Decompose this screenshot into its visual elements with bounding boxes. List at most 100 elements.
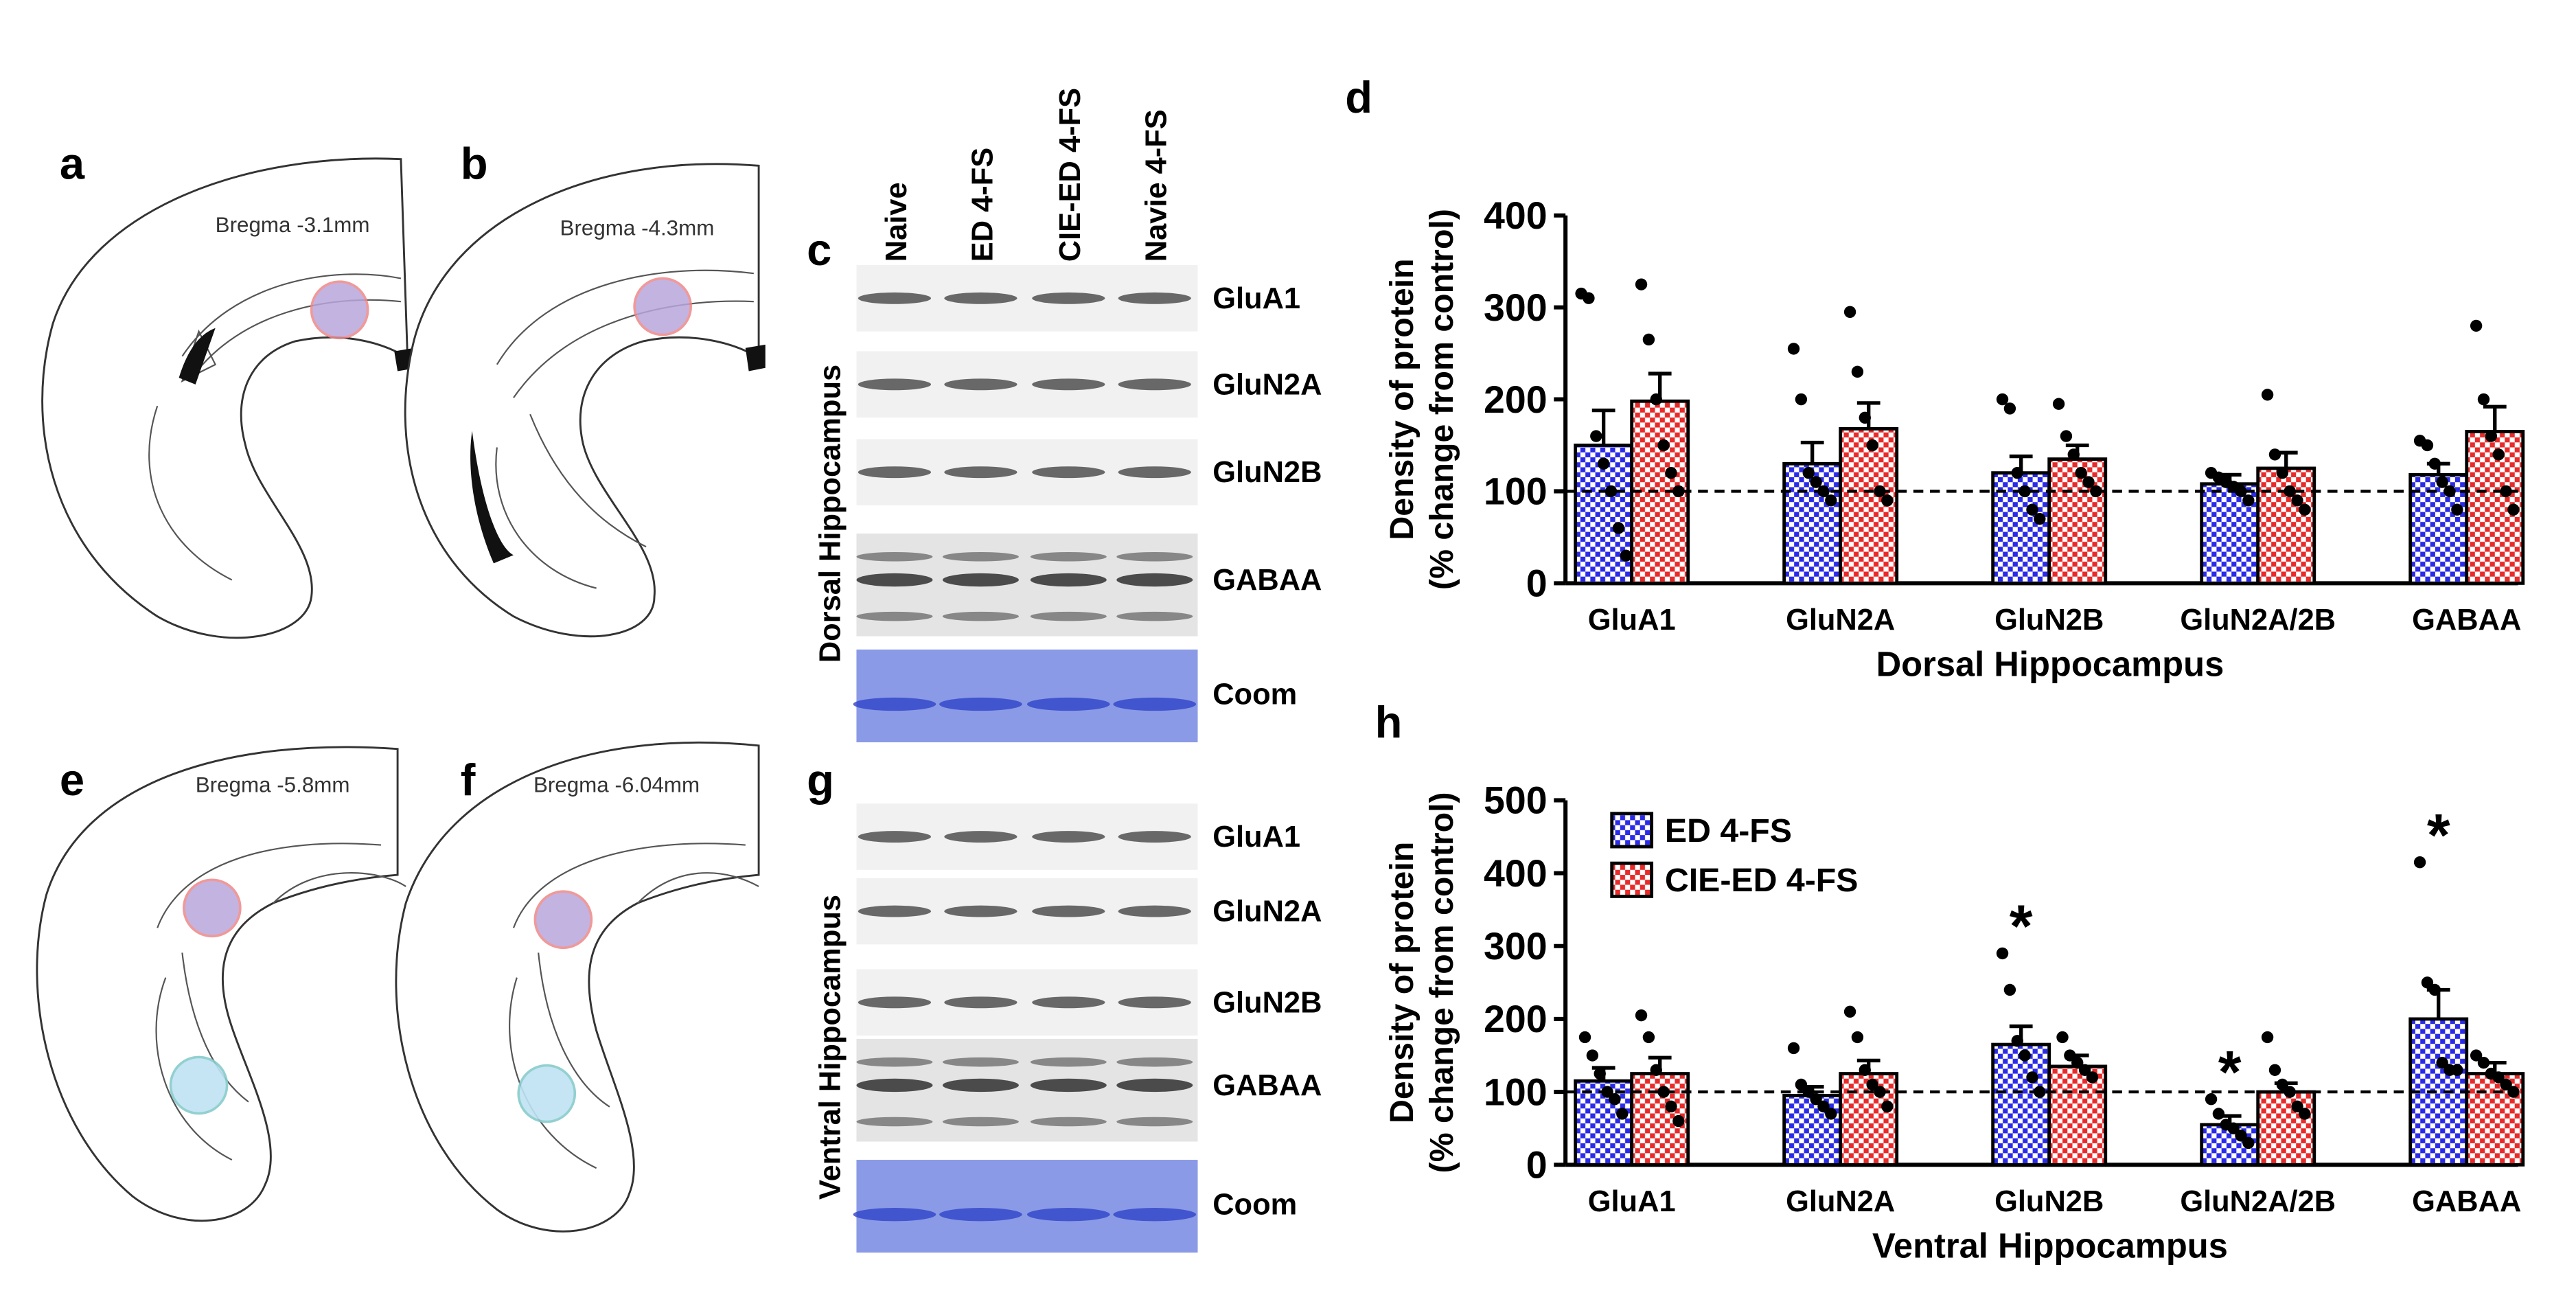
data-point — [1843, 1005, 1856, 1018]
data-point — [1787, 343, 1800, 355]
data-point — [2421, 976, 2434, 989]
band — [1030, 552, 1107, 562]
data-point — [2428, 983, 2441, 996]
data-point — [2011, 466, 2023, 479]
band — [1116, 552, 1193, 562]
x-tick-label: GluA1 — [1588, 1185, 1676, 1218]
error-bar — [1591, 408, 1615, 446]
band — [1032, 292, 1105, 304]
blot-row-label: Coom — [1212, 678, 1297, 711]
blot-row-label: Coom — [1212, 1189, 1297, 1222]
band — [1030, 1117, 1107, 1127]
data-point — [2485, 430, 2498, 442]
y-axis-label: Density of protein — [1383, 842, 1421, 1123]
data-point — [1612, 522, 1625, 534]
band — [1030, 1078, 1107, 1093]
band — [853, 697, 936, 711]
bregma-label: Bregma -3.1mm — [216, 213, 370, 237]
band — [944, 996, 1017, 1009]
data-point — [2212, 1108, 2225, 1120]
blot-row-label: GluA1 — [1212, 282, 1300, 315]
band — [856, 552, 933, 562]
panel-label: b — [461, 139, 488, 189]
y-axis-label: (% change from control) — [1423, 209, 1460, 590]
data-point — [2276, 466, 2289, 479]
data-point — [1843, 306, 1856, 319]
band — [1118, 378, 1191, 391]
lane-label: ED 4-FS — [966, 148, 999, 262]
data-point — [2075, 466, 2087, 479]
bregma-label: Bregma -4.3mm — [560, 216, 715, 240]
y-tick-label: 400 — [1484, 852, 1548, 895]
y-axis-label: Density of protein — [1383, 258, 1421, 540]
band — [853, 1208, 936, 1222]
data-point — [1859, 1064, 1871, 1076]
band — [1116, 573, 1193, 587]
blot-row-label: GABAA — [1212, 1069, 1322, 1102]
blot-title: Dorsal Hippocampus — [814, 365, 847, 663]
band — [856, 611, 933, 621]
data-point — [2492, 448, 2505, 461]
bregma-label: Bregma -5.8mm — [196, 773, 350, 797]
x-tick-label: GABAA — [2412, 604, 2521, 637]
data-point — [1635, 278, 1648, 290]
data-point — [2205, 1093, 2218, 1106]
data-point — [1650, 1064, 1662, 1076]
y-tick-label: 500 — [1484, 779, 1548, 822]
band — [1032, 905, 1105, 917]
legend-label: ED 4-FS — [1665, 812, 1792, 849]
data-point — [2060, 430, 2073, 442]
y-tick-label: 100 — [1484, 470, 1548, 513]
data-point — [2082, 476, 2095, 488]
data-point — [1665, 1100, 1677, 1113]
data-point — [2284, 485, 2296, 498]
data-point — [2056, 1031, 2069, 1044]
data-point — [1866, 439, 1878, 452]
significance: * — [2427, 802, 2450, 869]
data-point — [1642, 1031, 1655, 1044]
data-point — [1881, 494, 1894, 507]
blot-row-label: GluA1 — [1212, 821, 1300, 854]
data-point — [2492, 1071, 2505, 1084]
lane-label: Naive — [880, 182, 913, 262]
bar — [2256, 466, 2316, 585]
band — [1026, 1208, 1110, 1222]
band — [1030, 1057, 1107, 1067]
band — [858, 996, 932, 1009]
data-point — [2291, 1100, 2303, 1113]
data-point — [2470, 319, 2483, 332]
data-point — [2451, 1064, 2463, 1076]
data-point — [2421, 439, 2434, 452]
y-tick-label: 0 — [1526, 562, 1548, 605]
brain-section-e: Bregma -5.8mm — [36, 746, 406, 1222]
bar — [1782, 1094, 1843, 1167]
x-tick-label: GluN2A/2B — [2180, 1185, 2336, 1218]
band — [1030, 573, 1107, 587]
data-point — [1881, 1100, 1894, 1113]
bar — [1991, 1042, 2051, 1167]
data-point — [1851, 1031, 1864, 1044]
data-point — [1642, 333, 1655, 346]
data-point — [2242, 1136, 2255, 1149]
data-point — [2071, 1056, 2084, 1069]
data-point — [2299, 1108, 2311, 1120]
data-point — [1650, 393, 1662, 406]
error-bar — [2483, 404, 2507, 432]
y-tick-label: 200 — [1484, 378, 1548, 421]
band — [1118, 292, 1191, 304]
x-tick-label: GluN2A — [1786, 1185, 1895, 1218]
legend-swatch — [1610, 812, 1654, 849]
data-point — [2268, 448, 2281, 461]
bar — [2047, 1064, 2108, 1167]
significance: * — [2218, 1039, 2242, 1106]
brain-section-f: Bregma -6.04mm — [395, 741, 760, 1233]
data-point — [1851, 365, 1864, 378]
data-point — [2261, 1031, 2274, 1044]
band — [856, 1078, 933, 1093]
band — [1116, 1117, 1193, 1127]
band — [1030, 611, 1107, 621]
data-point — [1583, 292, 1595, 304]
data-point — [2019, 1049, 2031, 1062]
x-axis-label: Ventral Hippocampus — [1872, 1226, 2228, 1265]
data-point — [2052, 398, 2065, 410]
